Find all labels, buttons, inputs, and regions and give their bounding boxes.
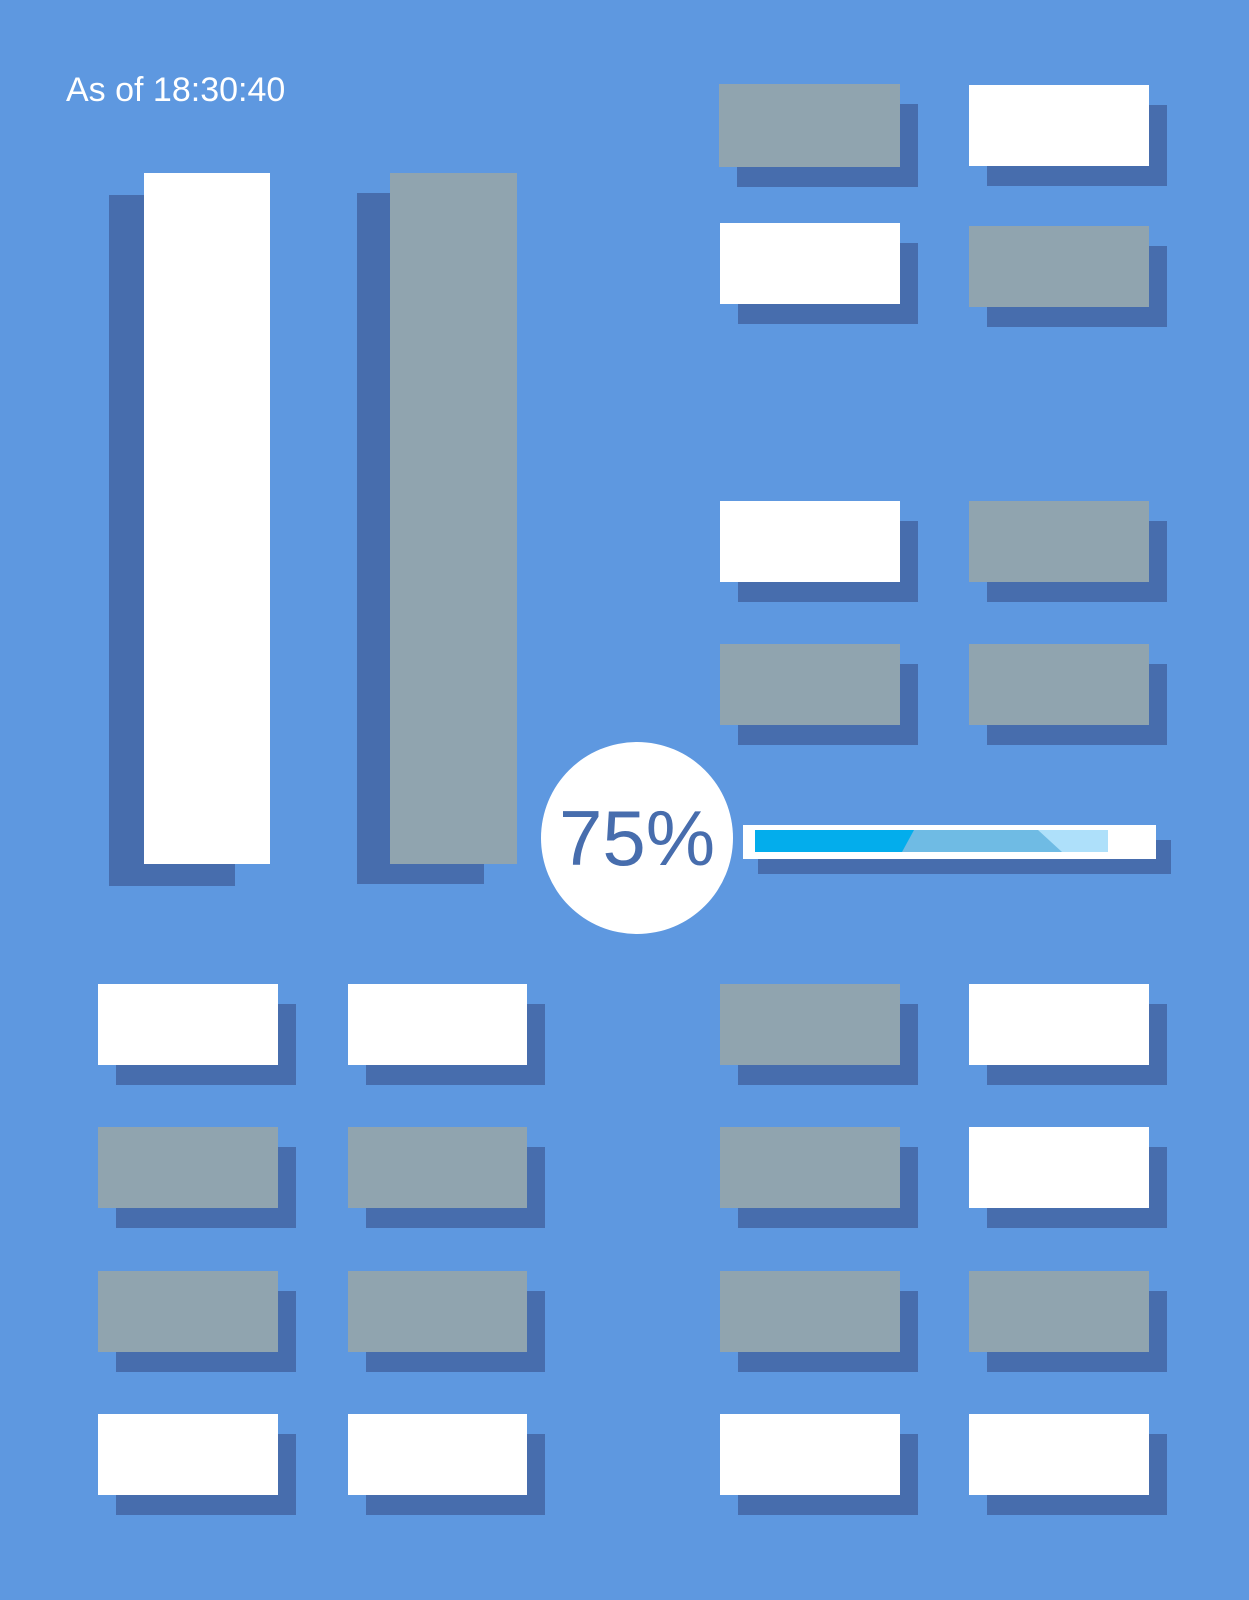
tile-bottom-left-r4c2[interactable] [348, 1414, 527, 1495]
tall-column-right[interactable] [390, 173, 517, 864]
tile-bottom-right-r2c2[interactable] [969, 1127, 1149, 1208]
tile-top-right-r1c1[interactable] [719, 84, 900, 167]
progress-bar [755, 830, 1108, 852]
tile-top-right-r2c1[interactable] [720, 223, 900, 304]
progress-percent-badge: 75% [541, 742, 733, 934]
tile-bottom-right-r1c1[interactable] [720, 984, 900, 1065]
tile-bottom-left-r3c2[interactable] [348, 1271, 527, 1352]
tall-column-left[interactable] [144, 173, 270, 864]
tile-bottom-left-r2c1[interactable] [98, 1127, 278, 1208]
tile-top-right-r1c2[interactable] [969, 85, 1149, 166]
tile-mid-right-r2c1[interactable] [720, 644, 900, 725]
tile-bottom-left-r2c2[interactable] [348, 1127, 527, 1208]
tile-bottom-right-r3c1[interactable] [720, 1271, 900, 1352]
progress-bar-fill [755, 830, 914, 852]
tile-bottom-right-r4c2[interactable] [969, 1414, 1149, 1495]
tile-bottom-left-r4c1[interactable] [98, 1414, 278, 1495]
timestamp-label: As of 18:30:40 [66, 71, 286, 109]
tile-mid-right-r2c2[interactable] [969, 644, 1149, 725]
tile-bottom-left-r1c1[interactable] [98, 984, 278, 1065]
tile-bottom-right-r3c2[interactable] [969, 1271, 1149, 1352]
tile-bottom-left-r3c1[interactable] [98, 1271, 278, 1352]
tile-mid-right-r1c1[interactable] [720, 501, 900, 582]
tile-bottom-right-r2c1[interactable] [720, 1127, 900, 1208]
progress-percent-label: 75% [558, 794, 716, 882]
tile-bottom-left-r1c2[interactable] [348, 984, 527, 1065]
tile-bottom-right-r1c2[interactable] [969, 984, 1149, 1065]
tile-top-right-r2c2[interactable] [969, 226, 1149, 307]
tile-mid-right-r1c2[interactable] [969, 501, 1149, 582]
tile-bottom-right-r4c1[interactable] [720, 1414, 900, 1495]
